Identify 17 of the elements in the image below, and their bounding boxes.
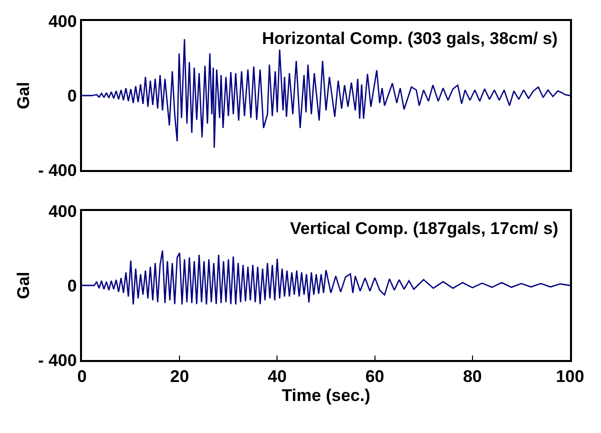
- text: Vertical Comp. (187gals, 17cm/ s): [290, 219, 558, 238]
- x-tick-label: 80: [462, 367, 482, 386]
- y-tick-label: 400: [48, 12, 77, 31]
- y-tick-label: 400: [48, 202, 77, 221]
- y-tick-label: 0: [67, 276, 77, 296]
- x-axis-title: Time (sec.): [282, 386, 370, 406]
- x-tick-label: 60: [365, 367, 384, 386]
- y-tick-label: 0: [67, 86, 77, 106]
- x-tick-label: 20: [170, 367, 190, 386]
- y-tick-label: - 400: [38, 350, 77, 370]
- x-tick-label: 40: [268, 367, 287, 386]
- x-tick-label: 100: [556, 367, 584, 386]
- y-axis-title: Gal: [14, 82, 34, 110]
- y-axis-title: Gal: [14, 272, 34, 300]
- y-tick-label: - 400: [38, 161, 77, 180]
- line-series: [82, 250, 570, 306]
- text: Horizontal Comp. (303 gals, 38cm/ s): [262, 29, 558, 48]
